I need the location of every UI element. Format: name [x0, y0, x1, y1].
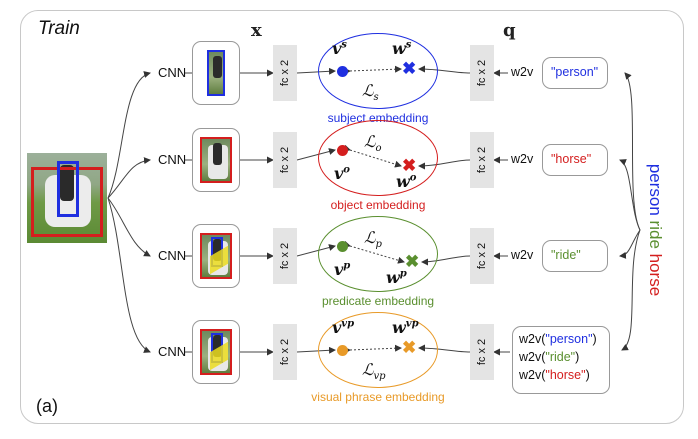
visual-embedding-sup: s — [341, 39, 347, 51]
sentence-word-subject: person — [646, 163, 665, 216]
embedding-label: predicate embedding — [321, 294, 435, 308]
region-bracket — [192, 224, 240, 288]
fc-left-label: fc x 2 — [279, 338, 291, 366]
fc-left: fc x 2 — [273, 228, 297, 284]
semantic-embedding-symbol: wp — [386, 268, 407, 287]
subject-box — [57, 161, 79, 217]
visual-point — [337, 145, 348, 156]
region-bracket — [192, 320, 240, 384]
sentence-word-predicate: ride — [646, 220, 665, 249]
visual-embedding-sup: o — [343, 164, 350, 176]
word-bracket — [512, 326, 610, 394]
sentence-label: person ride horse — [645, 164, 665, 296]
visual-point — [337, 345, 348, 356]
w2v-phrase-line: w2v("ride") — [519, 350, 580, 364]
cnn-label: CNN — [158, 248, 187, 263]
semantic-point: ✖ — [402, 156, 417, 175]
sentence-word-object: horse — [646, 253, 665, 297]
fc-right-label: fc x 2 — [476, 146, 488, 174]
fc-right: fc x 2 — [470, 45, 494, 101]
semantic-embedding-sup: p — [399, 268, 407, 280]
cnn-label: CNN — [158, 344, 187, 359]
visual-point — [337, 66, 348, 77]
w2v-label: w2v — [519, 332, 542, 346]
cnn-label: CNN — [158, 65, 187, 80]
loss-symbol: ℒs — [362, 81, 379, 104]
loss-sub: o — [375, 143, 382, 155]
loss-symbol: ℒp — [364, 228, 382, 251]
visual-embedding-sup: vp — [341, 318, 355, 330]
visual-embedding-symbol: vvp — [332, 318, 355, 337]
panel-letter: (a) — [36, 396, 58, 416]
diagram-frame — [20, 10, 684, 424]
semantic-embedding-sup: o — [409, 172, 417, 184]
fc-right: fc x 2 — [470, 228, 494, 284]
word-token: "horse" — [551, 152, 592, 166]
loss-symbol: ℒo — [364, 132, 382, 155]
header-x: x — [251, 20, 262, 41]
region-crop — [207, 50, 225, 96]
region-bracket — [192, 41, 240, 105]
embedding-ellipse — [318, 120, 438, 196]
semantic-point: ✖ — [405, 252, 420, 271]
visual-embedding-symbol: vp — [334, 260, 351, 279]
region-bracket — [192, 128, 240, 192]
panel-title: Train — [38, 18, 80, 39]
loss-sub: p — [375, 239, 382, 251]
w2v-label: w2v — [519, 368, 542, 382]
region-crop — [200, 233, 232, 279]
visual-embedding-sup: p — [343, 260, 351, 272]
semantic-embedding-symbol: wvp — [392, 318, 419, 337]
embedding-label: subject embedding — [327, 111, 429, 125]
word-bracket — [542, 144, 608, 176]
word-token: "horse" — [545, 368, 586, 382]
fc-left-label: fc x 2 — [279, 59, 291, 87]
header-q: q — [503, 20, 516, 41]
region-crop — [200, 137, 232, 183]
fc-right: fc x 2 — [470, 324, 494, 380]
cnn-label: CNN — [158, 152, 187, 167]
w2v-label: w2v — [511, 152, 534, 166]
w2v-phrase-line: w2v("horse") — [519, 368, 590, 382]
fc-left-label: fc x 2 — [279, 146, 291, 174]
embedding-label: object embedding — [330, 198, 426, 212]
region-crop — [200, 329, 232, 375]
fc-right: fc x 2 — [470, 132, 494, 188]
embedding-ellipse — [318, 216, 438, 292]
fc-right-label: fc x 2 — [476, 338, 488, 366]
word-token: "ride" — [551, 248, 581, 262]
fc-left: fc x 2 — [273, 132, 297, 188]
visual-point — [337, 241, 348, 252]
word-token: "person" — [545, 332, 593, 346]
word-token: "person" — [551, 65, 599, 79]
semantic-embedding-sup: vp — [405, 318, 419, 330]
loss-sub: vp — [373, 371, 386, 383]
object-box — [31, 167, 103, 237]
semantic-embedding-symbol: ws — [392, 39, 412, 58]
w2v-label: w2v — [511, 248, 534, 262]
word-token: "ride" — [545, 350, 576, 364]
semantic-point: ✖ — [402, 338, 417, 357]
semantic-embedding-symbol: wo — [396, 172, 417, 191]
word-bracket — [542, 240, 608, 272]
fc-right-label: fc x 2 — [476, 59, 488, 87]
fc-left: fc x 2 — [273, 45, 297, 101]
fc-right-label: fc x 2 — [476, 242, 488, 270]
visual-embedding-symbol: vo — [334, 164, 350, 183]
word-bracket — [542, 57, 608, 89]
fc-left-label: fc x 2 — [279, 242, 291, 270]
loss-sub: s — [373, 92, 379, 104]
loss-symbol: ℒvp — [362, 360, 386, 383]
w2v-phrase-line: w2v("person") — [519, 332, 597, 346]
input-image — [27, 153, 107, 243]
w2v-label: w2v — [519, 350, 542, 364]
visual-embedding-symbol: vs — [332, 39, 347, 58]
embedding-ellipse — [318, 33, 438, 109]
fc-left: fc x 2 — [273, 324, 297, 380]
w2v-label: w2v — [511, 65, 534, 79]
semantic-embedding-sup: s — [405, 39, 412, 51]
semantic-point: ✖ — [402, 59, 417, 78]
embedding-ellipse — [318, 312, 438, 388]
embedding-label: visual phrase embedding — [311, 390, 445, 404]
